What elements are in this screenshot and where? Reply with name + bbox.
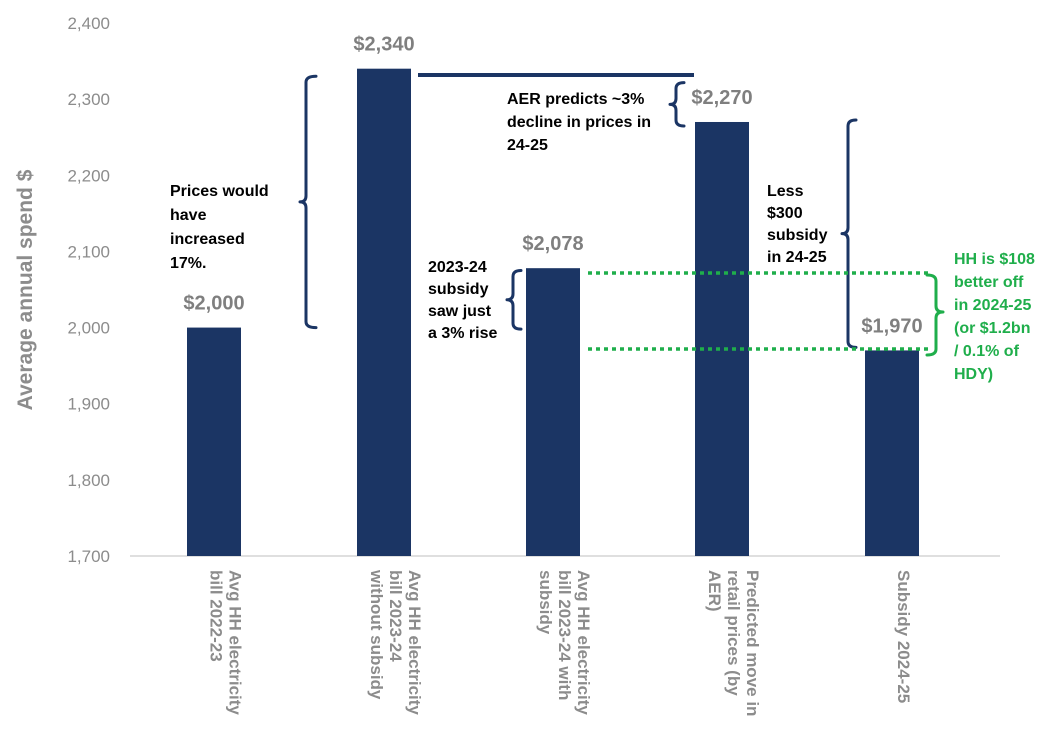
rise-annotation-line-2: subsidy: [428, 281, 489, 298]
y-tick-label: 1,700: [67, 547, 110, 566]
category-label: Avg HH electricity: [405, 570, 424, 715]
less-subsidy-bracket: [840, 118, 858, 349]
better-off-bracket: [925, 273, 945, 357]
better-off-annotation-line-1: HH is $108: [954, 251, 1035, 268]
data-label: $2,340: [353, 34, 414, 56]
y-tick-label: 2,400: [67, 14, 110, 33]
bar: [357, 68, 411, 556]
bar: [695, 121, 749, 556]
category-label: subsidy: [536, 570, 555, 635]
category-label: Subsidy 2024-25: [894, 570, 913, 703]
increase-annotation-line-4: 17%.: [170, 255, 206, 272]
y-tick-label: 2,300: [67, 90, 110, 109]
y-tick-label: 2,200: [67, 166, 110, 185]
rise-bracket: [505, 268, 523, 331]
rise-annotation-line-4: a 3% rise: [428, 325, 497, 342]
y-axis-title: Average annual spend $: [14, 169, 37, 410]
data-label: $1,970: [861, 315, 922, 337]
data-label: $2,078: [522, 233, 583, 255]
better-off-annotation-line-2: better off: [954, 274, 1024, 291]
rise-annotation-line-3: saw just: [428, 303, 492, 320]
rise-annotation-line-1: 2023-24: [428, 259, 487, 276]
y-tick-label: 2,000: [67, 319, 110, 338]
bar: [187, 327, 241, 556]
category-label: Avg HH electricity: [574, 570, 593, 715]
category-label: without subsidy: [367, 569, 386, 700]
data-label: $2,000: [183, 293, 244, 315]
increase-bracket: [298, 74, 318, 330]
category-label: bill 2023-24: [386, 570, 405, 662]
category-label: Predicted move in: [743, 570, 762, 716]
decline-bracket: [668, 81, 686, 128]
y-tick-label: 1,800: [67, 471, 110, 490]
bar: [865, 350, 919, 556]
increase-annotation-line-3: increased: [170, 231, 245, 248]
better-off-annotation-line-4: (or $1.2bn: [954, 320, 1030, 337]
decline-annotation-line-2: decline in prices in: [507, 114, 651, 131]
less-subsidy-annotation-line-1: Less: [767, 183, 804, 200]
data-label: $2,270: [691, 87, 752, 109]
category-label: bill 2022-23: [207, 570, 226, 662]
less-subsidy-annotation-line-2: $300: [767, 205, 803, 222]
category-label: Avg HH electricity: [226, 570, 245, 715]
decline-annotation-line-3: 24-25: [507, 137, 548, 154]
y-tick-label: 1,900: [67, 395, 110, 414]
category-label: bill 2023-24 with: [555, 570, 574, 700]
increase-annotation-line-1: Prices would: [170, 183, 269, 200]
better-off-annotation-line-3: in 2024-25: [954, 297, 1031, 314]
increase-annotation-line-2: have: [170, 207, 207, 224]
decline-annotation-line-1: AER predicts ~3%: [507, 91, 644, 108]
better-off-annotation-line-5: / 0.1% of: [954, 343, 1020, 360]
category-label: retail prices (by: [724, 570, 743, 696]
category-label: AER): [705, 570, 724, 612]
better-off-annotation-line-6: HDY): [954, 366, 993, 383]
y-tick-label: 2,100: [67, 242, 110, 261]
less-subsidy-annotation-line-3: subsidy: [767, 227, 828, 244]
bar: [526, 268, 580, 556]
less-subsidy-annotation-line-4: in 24-25: [767, 249, 827, 266]
